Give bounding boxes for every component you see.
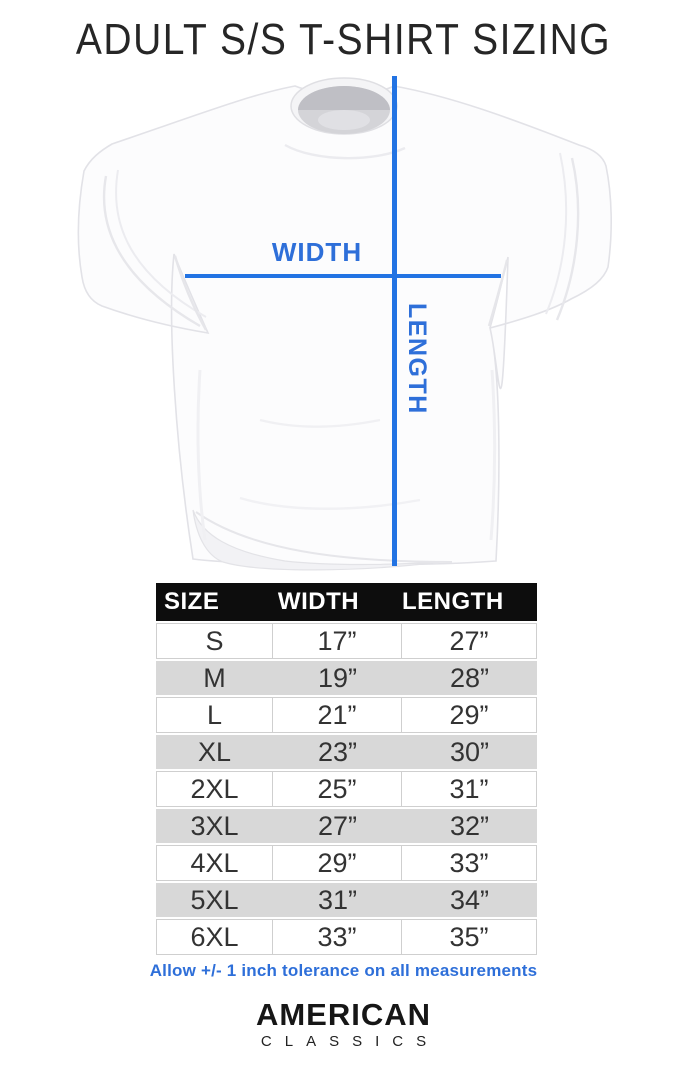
tshirt-image [77, 77, 612, 571]
size-cell: XL [156, 735, 273, 769]
right-armpit-crease [487, 259, 509, 327]
width-cell: 33” [273, 919, 402, 955]
size-cell: 3XL [156, 809, 273, 843]
table-row: L 21” 29” [156, 697, 537, 733]
length-measure-line [392, 76, 397, 566]
left-cuff-seam [102, 175, 201, 328]
hem-line [195, 511, 453, 563]
size-cell: 4XL [156, 845, 273, 881]
length-cell: 31” [402, 771, 537, 807]
lower-wrinkle [239, 496, 421, 510]
table-row: 2XL 25” 31” [156, 771, 537, 807]
length-cell: 35” [402, 919, 537, 955]
size-cell: L [156, 697, 273, 733]
width-measure-line [185, 274, 501, 278]
left-side-shadow [196, 369, 207, 541]
length-cell: 28” [402, 661, 537, 695]
right-cuff-seam-inner [545, 152, 568, 315]
table-row: XL 23” 30” [156, 735, 537, 769]
length-cell: 29” [402, 697, 537, 733]
right-cuff-seam [555, 157, 580, 321]
table-row: S 17” 27” [156, 623, 537, 659]
width-cell: 23” [273, 735, 402, 769]
size-cell: 6XL [156, 919, 273, 955]
width-cell: 17” [273, 623, 402, 659]
width-cell: 19” [273, 661, 402, 695]
size-cell: M [156, 661, 273, 695]
length-cell: 27” [402, 623, 537, 659]
col-header-length: LENGTH [402, 583, 537, 621]
table-header-row: SIZE WIDTH LENGTH [156, 583, 537, 621]
col-header-size: SIZE [156, 583, 273, 621]
left-armpit-crease [173, 255, 208, 331]
table-row: 5XL 31” 34” [156, 883, 537, 917]
length-cell: 33” [402, 845, 537, 881]
size-cell: 2XL [156, 771, 273, 807]
col-header-width: WIDTH [273, 583, 402, 621]
width-cell: 31” [273, 883, 402, 917]
mid-wrinkle [259, 418, 381, 428]
width-cell: 21” [273, 697, 402, 733]
table-row: M 19” 28” [156, 661, 537, 695]
left-cuff-seam-inner [115, 169, 207, 318]
collar-shadow [298, 86, 390, 110]
length-cell: 30” [402, 735, 537, 769]
size-cell: 5XL [156, 883, 273, 917]
width-cell: 25” [273, 771, 402, 807]
width-cell: 29” [273, 845, 402, 881]
brand-name-american: AMERICAN [255, 997, 432, 1032]
table-row: 6XL 33” 35” [156, 919, 537, 955]
right-side-shadow [489, 369, 497, 541]
width-cell: 27” [273, 809, 402, 843]
size-cell: S [156, 623, 273, 659]
length-label: LENGTH [403, 303, 431, 415]
collar-fold [318, 110, 370, 130]
length-cell: 32” [402, 809, 537, 843]
brand-name-classics: CLASSICS [260, 1033, 440, 1050]
table-row: 4XL 29” 33” [156, 845, 537, 881]
tshirt-body [77, 85, 612, 566]
tolerance-note: Allow +/- 1 inch tolerance on all measur… [149, 961, 538, 980]
page-title: ADULT S/S T-SHIRT SIZING [75, 16, 612, 65]
brand-logo: AMERICAN CLASSICS [0, 999, 687, 1049]
width-label: WIDTH [271, 237, 363, 267]
size-table: SIZE WIDTH LENGTH S 17” 27” M 19” 28” L … [156, 581, 537, 957]
table-row: 3XL 27” 32” [156, 809, 537, 843]
length-cell: 34” [402, 883, 537, 917]
